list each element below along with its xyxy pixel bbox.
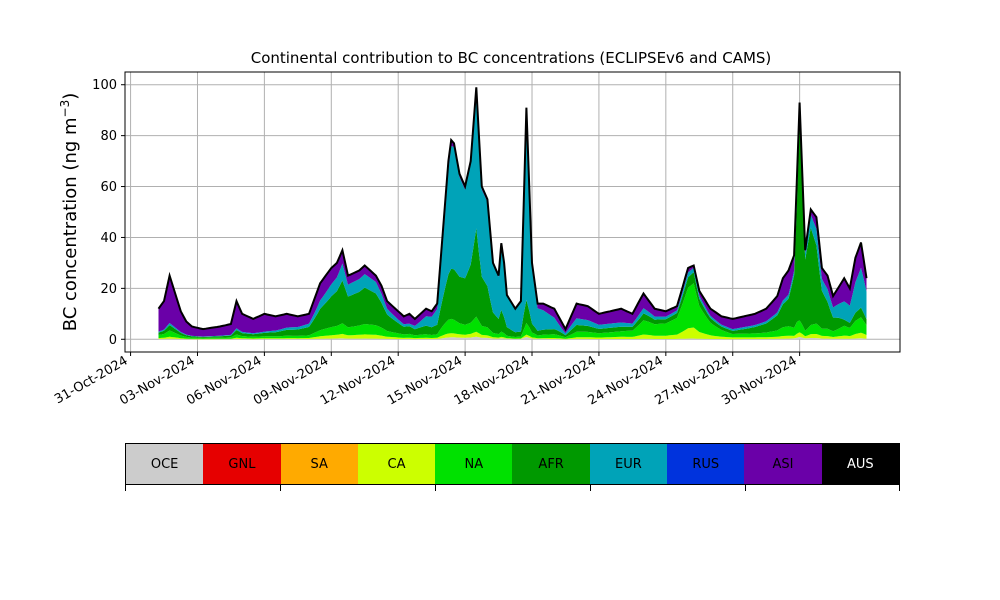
x-tick-label: 12-Nov-2024 [318,353,398,408]
legend-entry-ca: CA [357,444,436,484]
area-aus-total-line [157,87,868,332]
x-tick-label: 15-Nov-2024 [385,353,465,408]
legend-colorbar-tick [899,485,900,491]
legend-entry-eur: EUR [589,444,668,484]
area-asi [158,87,867,337]
legend-entry-gnl: GNL [203,444,281,484]
area-oce [158,336,867,340]
legend-entry-oce: OCE [126,444,204,484]
chart-title: Continental contribution to BC concentra… [251,49,772,67]
area-eur [158,92,867,337]
legend-entry-aus: AUS [821,444,899,484]
legend-entry-na: NA [435,444,513,484]
y-tick-label: 100 [92,78,117,93]
y-tick-label: 20 [100,282,117,297]
y-tick-label: 80 [100,129,117,144]
area-na [158,283,867,339]
legend-entry-afr: AFR [512,444,590,484]
legend-entry-rus: RUS [667,444,745,484]
legend-colorbar: OCE GNL SA CA NA AFR EUR RUS ASI AUS [125,443,900,485]
x-tick-label: 30-Nov-2024 [719,353,799,408]
legend-colorbar-tick [280,485,281,491]
legend-colorbar-tick [745,485,746,491]
stacked-areas [157,87,868,340]
area-ca [158,327,867,340]
x-axis: 31-Oct-202403-Nov-202406-Nov-202409-Nov-… [52,352,801,408]
legend-entry-sa: SA [280,444,358,484]
x-tick-label: 21-Nov-2024 [519,353,599,408]
legend-entry-asi: ASI [744,444,822,484]
y-axis: 0 20 40 60 80 100 [92,78,125,348]
x-tick-label: 24-Nov-2024 [586,353,666,408]
grid [125,72,900,352]
y-tick-label: 60 [100,180,117,195]
area-afr [158,119,867,338]
x-tick-label: 09-Nov-2024 [251,353,331,408]
y-axis-label: BC concentration (ng m−3) [58,93,81,332]
legend-colorbar-ticks [125,485,900,493]
x-tick-label: 03-Nov-2024 [117,353,197,408]
legend-colorbar-tick [125,485,126,491]
y-tick-label: 40 [100,231,117,246]
x-tick-label: 18-Nov-2024 [452,353,532,408]
x-tick-label: 27-Nov-2024 [652,353,732,408]
legend-colorbar-tick [590,485,591,491]
plot-frame [124,71,901,353]
legend-colorbar-tick [435,485,436,491]
y-tick-label: 0 [109,333,117,348]
x-tick-label: 06-Nov-2024 [184,353,264,408]
